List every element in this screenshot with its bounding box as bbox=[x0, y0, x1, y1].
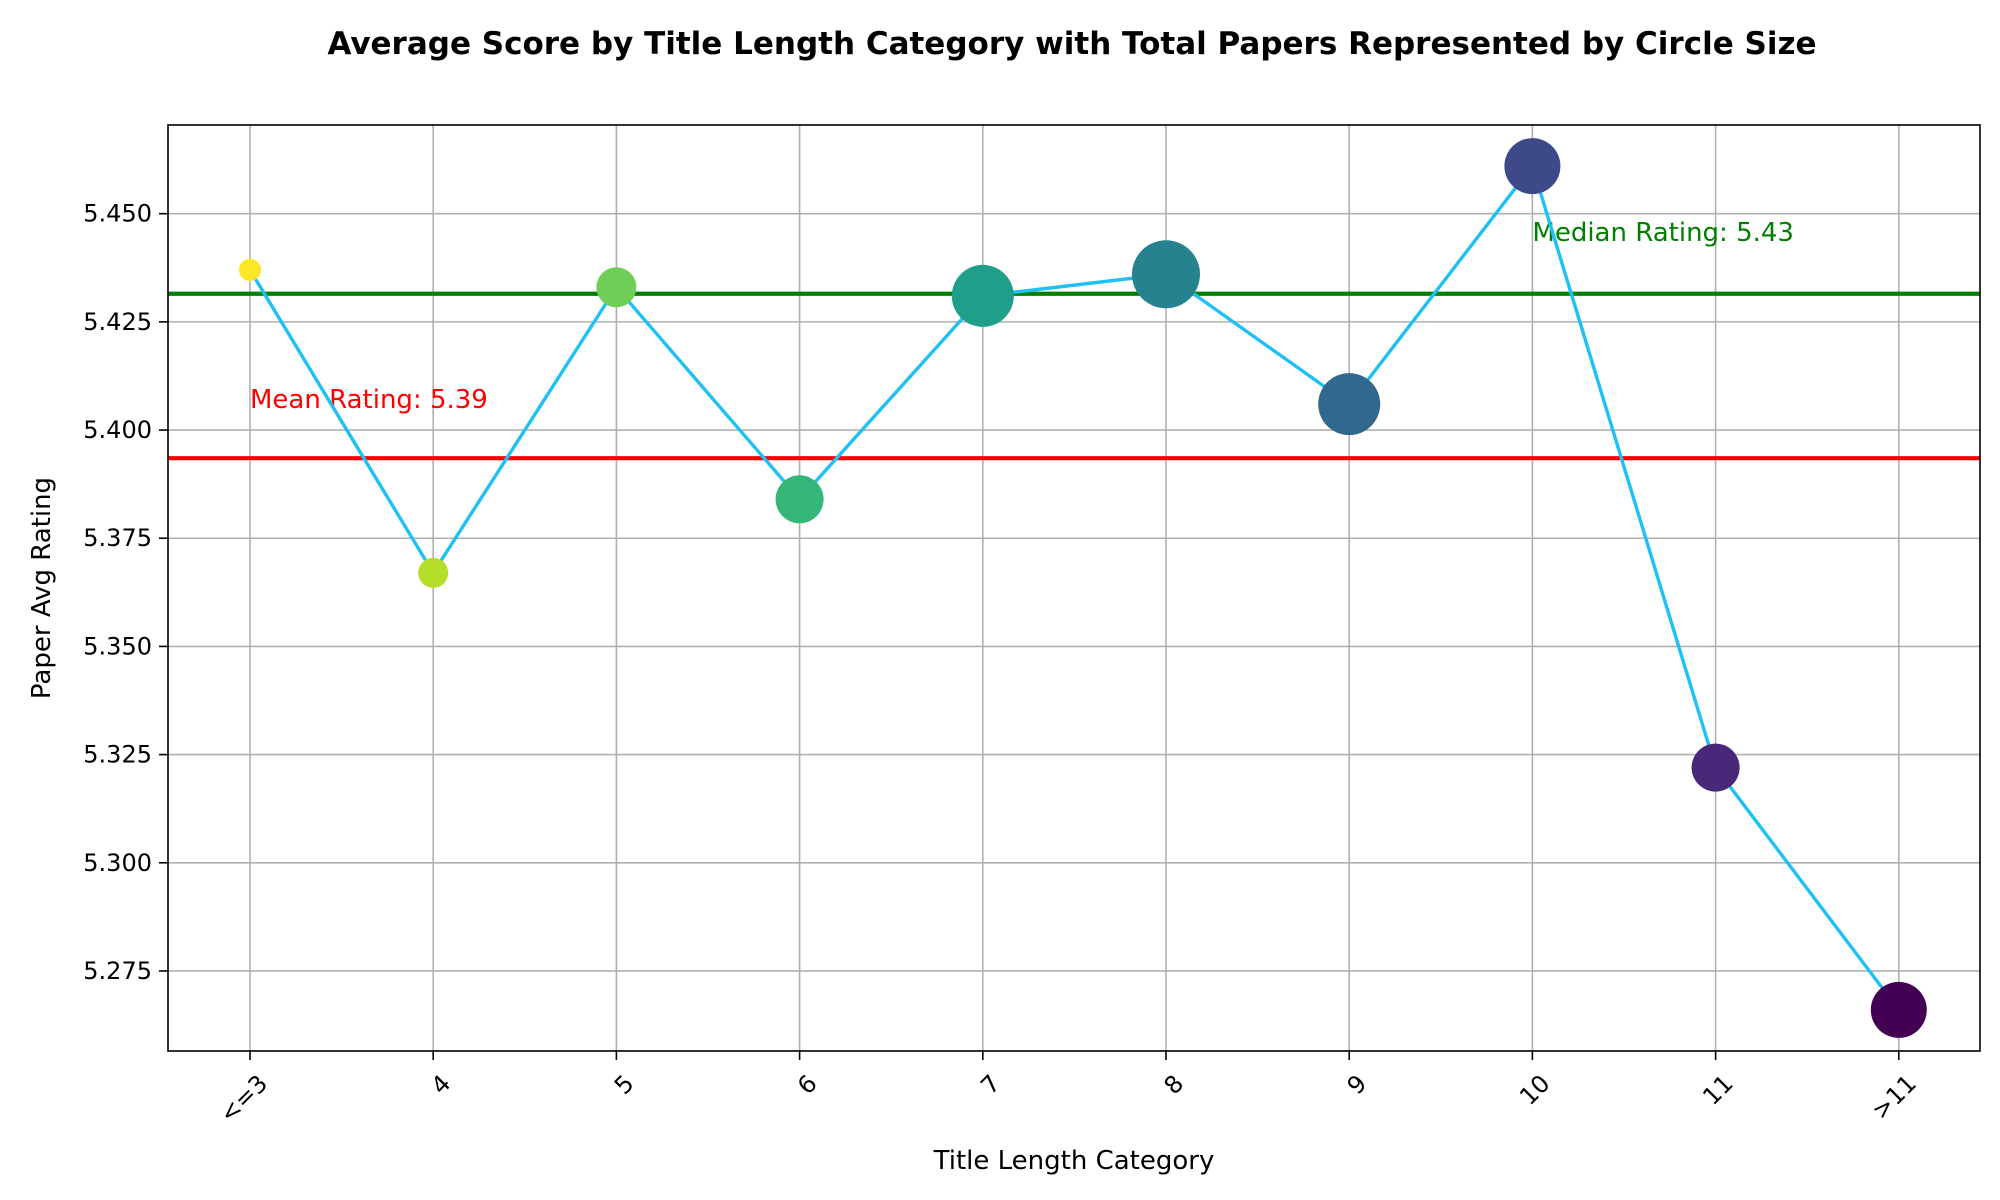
grid bbox=[168, 125, 1980, 1051]
x-tick-label: 7 bbox=[975, 1069, 1006, 1100]
x-tick-label: 8 bbox=[1159, 1069, 1190, 1100]
x-tick-label: 9 bbox=[1342, 1069, 1373, 1100]
ticks: <=3 4 5 6 7 8 9 10 11 >11 5.275 5.300 5.325 5.350 5.37… bbox=[83, 200, 1922, 1129]
y-tick-label: 5.400 bbox=[83, 416, 152, 444]
series bbox=[239, 138, 1927, 1038]
data-point bbox=[418, 557, 449, 588]
y-tick-label: 5.375 bbox=[83, 524, 152, 552]
data-point bbox=[1318, 373, 1381, 436]
data-point bbox=[1504, 138, 1561, 195]
data-point bbox=[239, 258, 261, 281]
x-axis-label: Title Length Category bbox=[933, 1146, 1215, 1176]
x-tick-label: >11 bbox=[1866, 1069, 1922, 1125]
data-point bbox=[596, 267, 637, 308]
y-tick-label: 5.425 bbox=[83, 308, 152, 336]
x-tick-label: 5 bbox=[609, 1069, 640, 1100]
x-tick-label: 6 bbox=[792, 1069, 823, 1100]
y-tick-label: 5.350 bbox=[83, 632, 152, 660]
y-tick-label: 5.325 bbox=[83, 741, 152, 769]
data-point bbox=[1132, 240, 1200, 309]
reference-lines: Mean Rating: 5.39 Median Rating: 5.43 bbox=[168, 218, 1980, 461]
x-tick-label: 11 bbox=[1697, 1069, 1738, 1110]
data-point bbox=[775, 475, 824, 524]
x-tick-label: <=3 bbox=[214, 1069, 273, 1128]
y-axis-label: Paper Avg Rating bbox=[27, 477, 57, 699]
plot-frame bbox=[167, 124, 1981, 1052]
x-tick-label: 10 bbox=[1514, 1069, 1555, 1110]
reference-line-label: Median Rating: 5.43 bbox=[1532, 218, 1794, 248]
y-tick-label: 5.450 bbox=[83, 200, 152, 228]
y-tick-label: 5.300 bbox=[83, 849, 152, 877]
series-line bbox=[248, 164, 1901, 1011]
chart-title: Average Score by Title Length Category w… bbox=[327, 26, 1816, 62]
data-point bbox=[951, 264, 1014, 327]
x-tick-label: 4 bbox=[426, 1069, 457, 1100]
data-point bbox=[1691, 743, 1740, 792]
reference-line-label: Mean Rating: 5.39 bbox=[250, 385, 488, 415]
data-point bbox=[1870, 981, 1927, 1038]
y-tick-label: 5.275 bbox=[83, 957, 152, 985]
